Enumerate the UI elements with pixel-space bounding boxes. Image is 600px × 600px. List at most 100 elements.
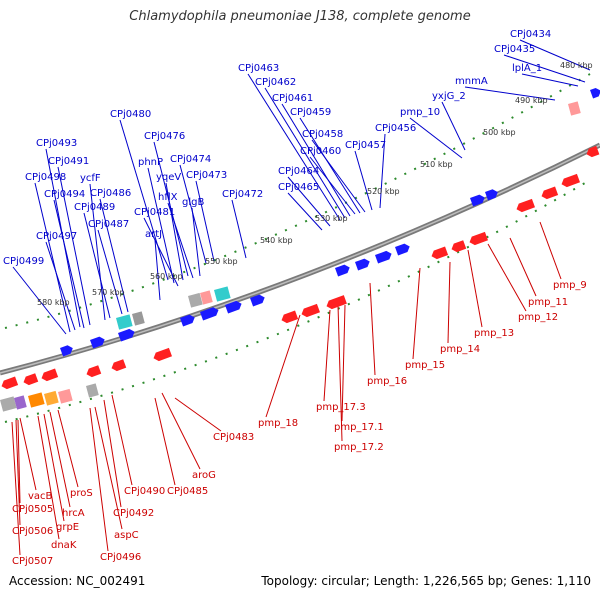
- gene-label-cpj0473: CPj0473: [186, 170, 227, 181]
- forward-gene-arrow-2: [90, 336, 105, 349]
- gene-label-hflx: hflX: [158, 192, 178, 203]
- feature-block-1: [0, 396, 17, 412]
- leader-pmp-16: [369, 282, 376, 376]
- gene-label-cpj0485: CPj0485: [167, 486, 208, 497]
- gene-label-cpj0472: CPj0472: [222, 189, 263, 200]
- leader-cpj0490: [111, 394, 133, 486]
- leader-lines: [11, 39, 591, 556]
- leader-phnp: [147, 167, 175, 284]
- ruler-label-540-kbp: 540 kbp: [260, 236, 293, 245]
- feature-block-5: [57, 388, 73, 404]
- leader-lpla-1: [521, 73, 579, 87]
- leader-cpj0483: [174, 397, 222, 432]
- genome-summary-text: Topology: circular; Length: 1,226,565 bp…: [261, 574, 591, 588]
- leader-cpj0460: [309, 156, 356, 215]
- leader-hrca: [49, 411, 71, 508]
- gene-label-cpj0505: CPj0505: [12, 504, 53, 515]
- reverse-gene-arrow-2: [23, 373, 39, 386]
- ruler-label-520-kbp: 520 kbp: [367, 187, 400, 196]
- forward-gene-arrow-11: [395, 243, 410, 256]
- gene-label-ycff: ycfF: [80, 173, 101, 184]
- feature-arrows: [0, 87, 600, 412]
- gene-label-cpj0487: CPj0487: [88, 219, 129, 230]
- gene-label-pmp-11: pmp_11: [528, 297, 568, 308]
- leader-cpj0457: [354, 150, 373, 211]
- feature-block-7: [131, 311, 145, 326]
- ruler-label-580-kbp: 580 kbp: [37, 298, 70, 307]
- reverse-gene-arrow-8: [301, 303, 320, 318]
- leader-pmp-17-3: [323, 309, 331, 402]
- gene-label-cpj0464: CPj0464: [278, 166, 319, 177]
- gene-label-pmp-17-2: pmp_17.2: [334, 442, 384, 453]
- gene-label-cpj0480: CPj0480: [110, 109, 151, 120]
- gene-label-vacb: vacB: [28, 491, 53, 502]
- ruler-labels: 480 kbp 490 kbp 500 kbp 510 kbp 520 kbp 530 k…: [37, 61, 593, 307]
- gene-label-dnak: dnaK: [51, 540, 77, 551]
- gene-label-arog: aroG: [192, 470, 216, 481]
- reverse-gene-arrow-9: [326, 295, 347, 310]
- gene-label-mnma: mnmA: [455, 76, 488, 87]
- leader-yxjg-2: [441, 101, 466, 151]
- leader-pmp-18: [265, 314, 301, 418]
- leader-cpj0506: [15, 419, 21, 526]
- gene-labels: CPj0434 CPj0435 lplA_1 mnmA yxjG_2 pmp_10 CPj0…: [3, 29, 587, 567]
- gene-label-cpj0458: CPj0458: [302, 129, 343, 140]
- gene-label-yxjg-2: yxjG_2: [432, 91, 466, 102]
- leader-cpj0498: [34, 182, 71, 333]
- gene-label-pmp-17-1: pmp_17.1: [334, 422, 384, 433]
- leader-arog: [161, 392, 201, 470]
- leader-dnak: [37, 415, 60, 540]
- leader-cpj0435: [503, 54, 586, 83]
- leader-pmp-17-2: [337, 304, 343, 442]
- gene-label-cpj0498: CPj0498: [25, 172, 66, 183]
- leader-cpj0487: [97, 229, 123, 315]
- ruler-label-500-kbp: 500 kbp: [483, 128, 516, 137]
- feature-block-10: [213, 286, 231, 302]
- forward-gene-arrow-12: [470, 194, 485, 207]
- leader-cpj0459: [299, 117, 361, 214]
- leader-cpj0472: [231, 199, 247, 259]
- leader-ycff: [89, 183, 106, 321]
- leader-cpj0491: [57, 166, 91, 326]
- gene-label-cpj0496: CPj0496: [100, 552, 141, 563]
- leader-pmp-9: [539, 221, 562, 280]
- reverse-gene-arrow-13: [516, 198, 535, 213]
- feature-block-8: [188, 292, 203, 308]
- ruler-label-490-kbp: 490 kbp: [515, 96, 548, 105]
- forward-gene-arrow-4: [180, 314, 195, 327]
- forward-gene-arrow-7: [250, 294, 265, 307]
- gene-label-cpj0434: CPj0434: [510, 29, 551, 40]
- gene-label-pmp-18: pmp_18: [258, 418, 298, 429]
- forward-gene-arrow-13: [485, 189, 498, 201]
- reverse-gene-arrow-3: [41, 368, 59, 382]
- gene-label-cpj0506: CPj0506: [12, 526, 53, 537]
- lower-tick-track: [4, 179, 591, 423]
- feature-block-12: [85, 383, 99, 398]
- gene-label-pmp-16: pmp_16: [367, 376, 407, 387]
- gene-label-cpj0507: CPj0507: [12, 556, 53, 567]
- leader-cpj0480: [119, 119, 169, 281]
- gene-label-aspc: aspC: [114, 530, 139, 541]
- leader-pmp-13: [467, 249, 483, 328]
- reverse-gene-arrow-10: [431, 246, 449, 260]
- forward-gene-arrow-10: [375, 250, 392, 264]
- leader-pros: [57, 409, 79, 488]
- feature-block-6: [116, 314, 133, 330]
- leader-cpj0494: [53, 199, 85, 329]
- reverse-gene-arrow-12: [469, 231, 488, 246]
- gene-label-cpj0494: CPj0494: [44, 189, 85, 200]
- leader-cpj0473: [195, 180, 215, 262]
- ruler-label-560-kbp: 560 kbp: [150, 272, 183, 281]
- feature-block-3: [27, 392, 45, 408]
- gene-label-pmp-15: pmp_15: [405, 360, 445, 371]
- forward-gene-arrow-1: [60, 345, 73, 357]
- leader-pmp-15: [412, 267, 421, 360]
- gene-label-cpj0460: CPj0460: [300, 146, 341, 157]
- gene-label-cpj0491: CPj0491: [48, 156, 89, 167]
- gene-label-cpj0457: CPj0457: [345, 140, 386, 151]
- gene-label-glgb: glgB: [182, 197, 204, 208]
- leader-pmp-10: [409, 117, 463, 159]
- gene-label-pmp-13: pmp_13: [474, 328, 514, 339]
- gene-label-cpj0490: CPj0490: [124, 486, 165, 497]
